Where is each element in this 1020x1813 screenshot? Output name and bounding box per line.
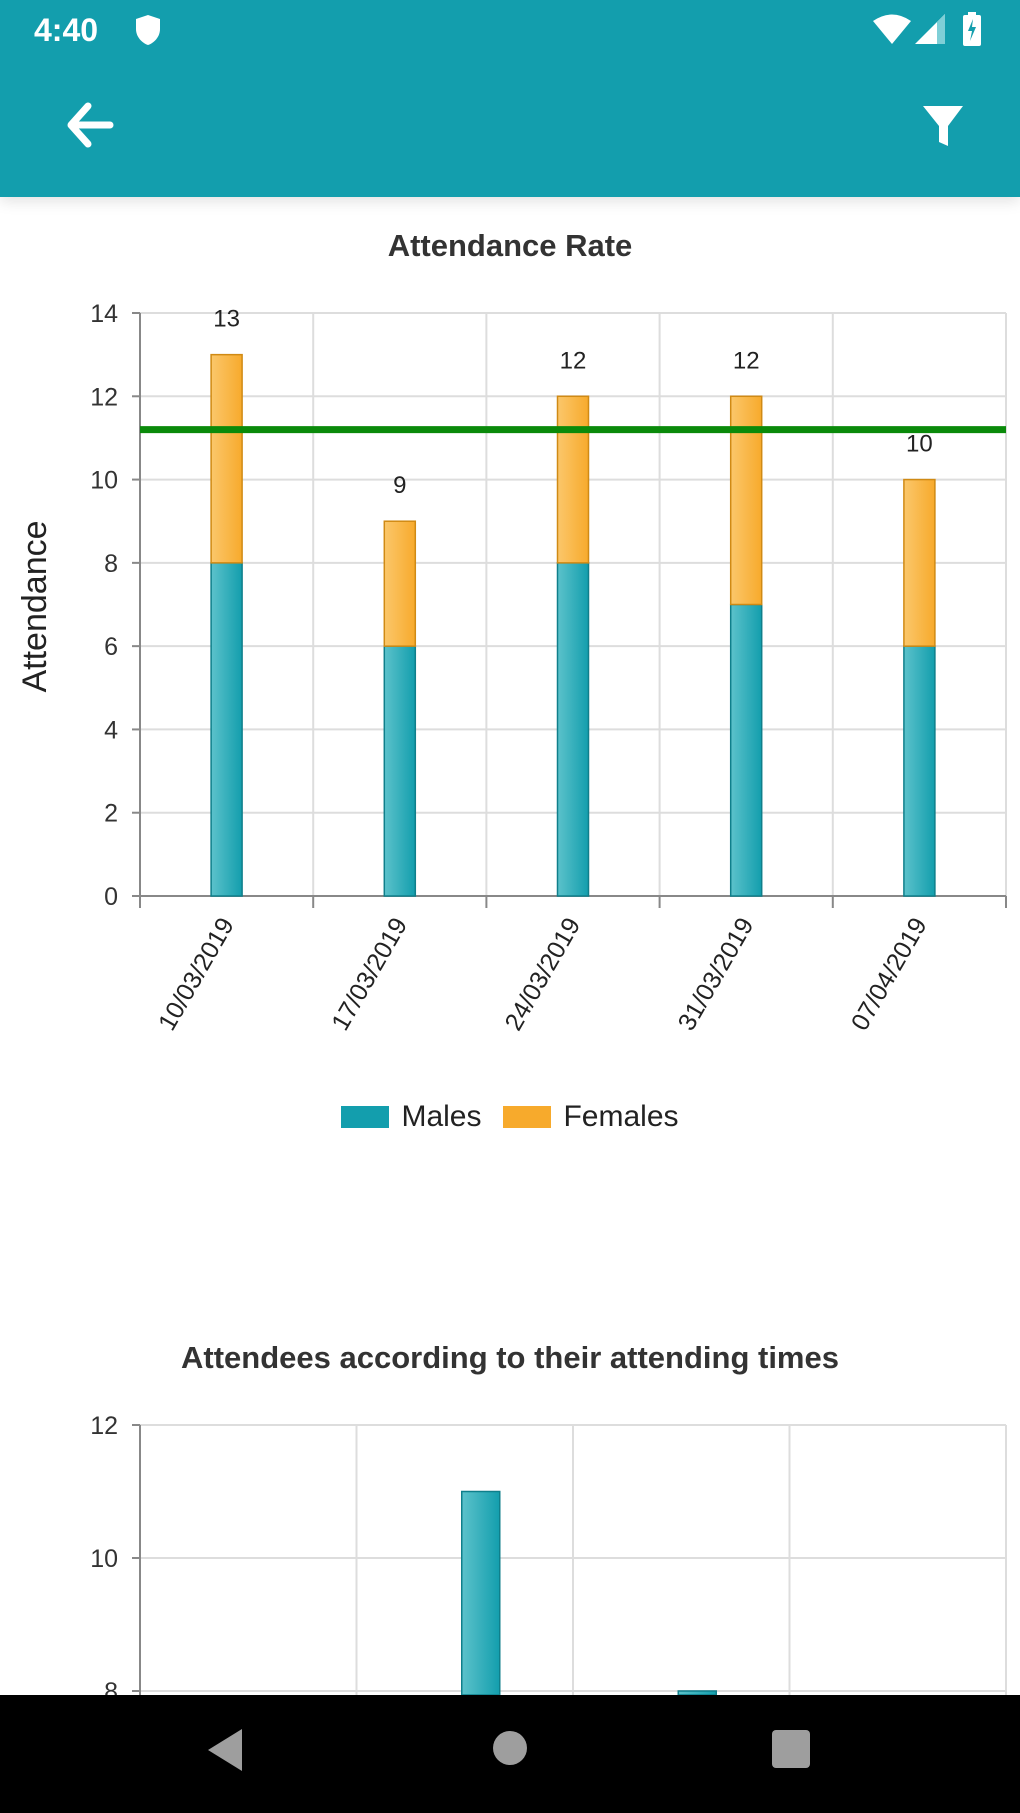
y-tick-label: 8 [104,1678,118,1695]
x-tick-label: 17/03/2019 [326,913,413,1035]
data-label-total: 9 [393,472,406,499]
back-button[interactable] [66,102,114,148]
signal-icon [915,14,945,44]
nav-back-button[interactable] [206,1729,244,1771]
bar-females [210,353,243,564]
females-swatch [503,1106,552,1128]
filter-button[interactable] [921,104,965,148]
status-time: 4:40 [34,12,99,48]
y-tick-label: 10 [90,1545,118,1573]
bar-males [729,603,763,897]
wifi-icon [873,14,911,44]
bar-females [556,395,590,564]
battery-charging-icon [963,12,981,46]
bar-males [903,645,936,897]
y-axis-label: Attendance [16,520,54,692]
bar-females [903,478,936,647]
data-label-total: 13 [213,306,240,333]
y-tick-label: 12 [90,1412,118,1440]
chart1-legend: Males Females [0,1100,1020,1134]
x-tick-label: 31/03/2019 [673,913,760,1035]
bar-males [383,645,417,897]
x-tick-label: 07/04/2019 [846,913,933,1035]
males-swatch [341,1106,390,1128]
legend-item-males[interactable]: Males [341,1100,481,1134]
legend-label-males: Males [401,1100,482,1133]
bar-females [383,520,417,647]
attending-times-chart: 8 10 12 [90,1412,1007,1695]
y-tick-label: 8 [104,550,118,578]
shield-icon [136,15,160,45]
nav-home-button[interactable] [492,1730,528,1766]
attendance-rate-chart: 0 2 4 6 8 10 12 14 Attendance 13 10/03/2019 9 17/03/… [16,300,1007,1035]
bar [677,1690,717,1695]
y-tick-label: 2 [104,800,118,828]
bar-males [556,562,590,897]
y-tick-label: 6 [104,633,118,661]
data-label-total: 12 [560,347,587,374]
y-tick-label: 12 [90,383,118,411]
data-label-total: 12 [733,347,760,374]
nav-recents-button[interactable] [772,1730,810,1768]
y-tick-label: 14 [90,300,118,328]
y-tick-label: 0 [104,883,118,911]
x-tick-label: 10/03/2019 [153,913,240,1035]
data-label-total: 10 [906,431,933,458]
chart2-title: Attendees according to their attending t… [181,1340,839,1375]
legend-item-females[interactable]: Females [503,1100,679,1134]
y-tick-label: 4 [104,716,118,744]
legend-label-females: Females [563,1100,679,1133]
x-tick-label: 24/03/2019 [499,913,586,1035]
app-bar: 4:40 [0,0,1020,197]
system-nav-bar [0,1695,1020,1813]
chart1-title: Attendance Rate [387,228,633,263]
bar [461,1490,501,1695]
bar-males [210,562,243,897]
y-tick-label: 10 [90,467,118,495]
